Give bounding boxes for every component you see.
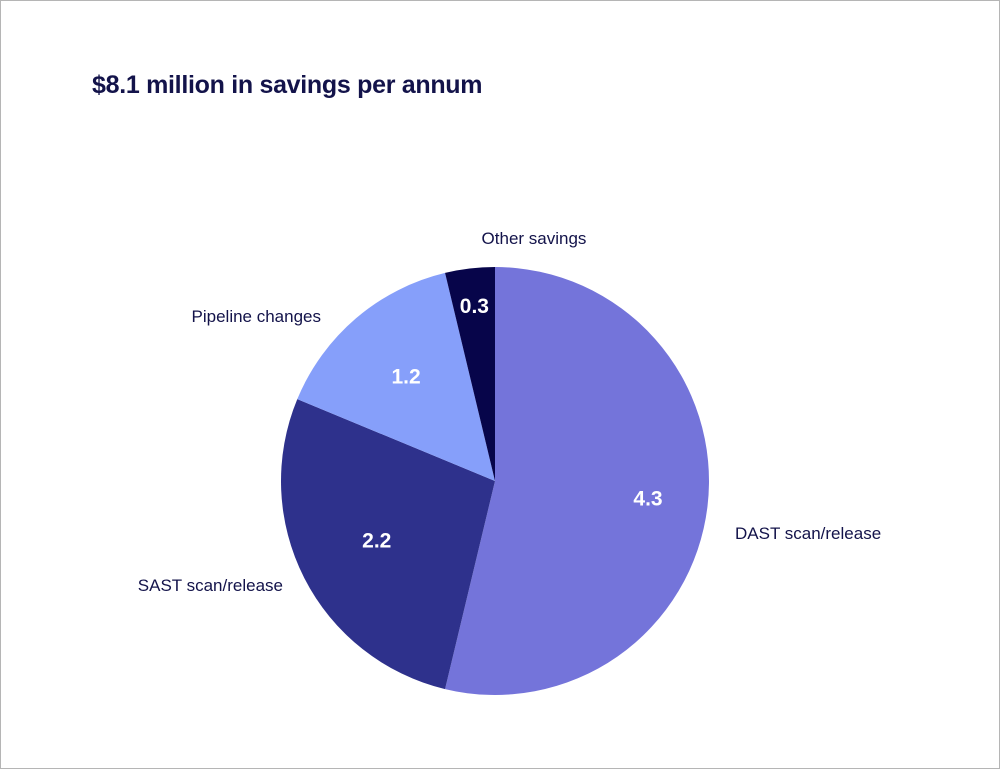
slice-value-sast-scan-release: 2.2 (362, 530, 391, 553)
pie-slice-sast-scan-release (281, 399, 495, 690)
slice-label-pipeline-changes: Pipeline changes (192, 307, 321, 326)
pie-slice-dast-scan-release (445, 267, 710, 695)
slice-label-dast-scan-release: DAST scan/release (735, 524, 881, 543)
pie-slice-other-savings (445, 267, 495, 481)
slice-label-sast-scan-release: SAST scan/release (138, 576, 283, 595)
slice-label-other-savings: Other savings (482, 229, 587, 248)
slice-value-other-savings: 0.3 (460, 295, 489, 318)
slice-value-pipeline-changes: 1.2 (391, 365, 420, 388)
pie-slice-pipeline-changes (297, 272, 495, 481)
chart-title: $8.1 million in savings per annum (92, 71, 483, 99)
slice-value-dast-scan-release: 4.3 (633, 488, 662, 511)
